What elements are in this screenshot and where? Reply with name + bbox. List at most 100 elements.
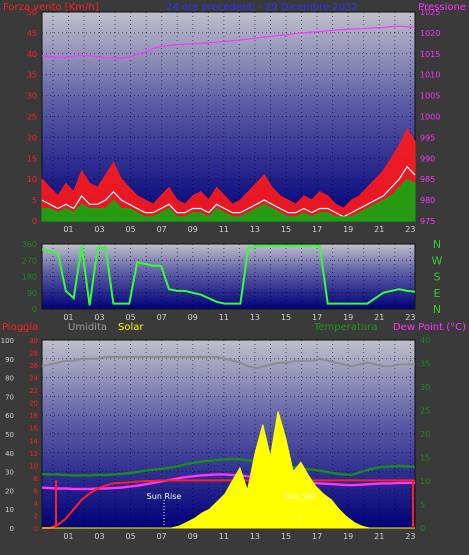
pressure-y-tick: 995 bbox=[420, 133, 435, 142]
humidity-y-tick: 90 bbox=[5, 356, 14, 364]
x-tick-label: 15 bbox=[281, 532, 291, 541]
rain-y-tick: 4 bbox=[34, 500, 39, 508]
rain-y-tick: 24 bbox=[29, 375, 38, 383]
pressure-y-tick: 1020 bbox=[420, 29, 440, 38]
data-series bbox=[41, 25, 416, 529]
x-tick-label: 09 bbox=[188, 313, 198, 322]
x-tick-label: 03 bbox=[94, 225, 104, 234]
date-title: 24 ore precedenti - 29 Dicembre 2022 bbox=[166, 2, 358, 13]
x-tick-label: 15 bbox=[281, 313, 291, 322]
humidity-y-tick: 30 bbox=[5, 469, 14, 477]
series-wind-direction bbox=[41, 244, 416, 306]
temperature-y-tick: 30 bbox=[420, 383, 430, 392]
x-tick-label: 13 bbox=[250, 532, 260, 541]
pressure-y-tick: 1025 bbox=[420, 8, 440, 17]
wind-title: Forza vento [Km/h] bbox=[3, 2, 99, 13]
x-tick-label: 11 bbox=[219, 532, 229, 541]
humidity-y-tick: 80 bbox=[5, 375, 14, 383]
x-tick-label: 23 bbox=[405, 532, 415, 541]
x-tick-label: 15 bbox=[281, 225, 291, 234]
x-tick-label: 21 bbox=[374, 313, 384, 322]
pressure-y-tick: 1005 bbox=[420, 92, 440, 101]
dewpoint-legend: Dew Point (°C) bbox=[393, 322, 466, 333]
series-temperatura bbox=[41, 457, 416, 477]
wind-y-tick: 40 bbox=[27, 50, 37, 59]
direction-y-tick: 90 bbox=[27, 289, 37, 298]
rain-y-tick: 0 bbox=[34, 525, 38, 533]
x-tick-label: 23 bbox=[405, 225, 415, 234]
x-tick-label: 07 bbox=[157, 313, 167, 322]
temperature-y-tick: 35 bbox=[420, 360, 430, 369]
temperature-y-tick: 15 bbox=[420, 454, 430, 463]
x-tick-label: 11 bbox=[219, 225, 229, 234]
temperature-y-tick: 40 bbox=[420, 336, 430, 345]
pressure-title: Pressione bbox=[418, 2, 466, 13]
wind-y-tick: 5 bbox=[32, 196, 37, 205]
rain-y-tick: 16 bbox=[29, 425, 38, 433]
series-velocit-media bbox=[41, 165, 416, 218]
compass-label: E bbox=[434, 287, 441, 300]
humidity-y-tick: 60 bbox=[5, 412, 14, 420]
pressure-y-tick: 1010 bbox=[420, 71, 440, 80]
wind-y-tick: 25 bbox=[27, 113, 37, 122]
x-tick-label: 01 bbox=[63, 313, 73, 322]
rain-y-tick: 14 bbox=[29, 437, 38, 445]
pressure-y-tick: 1015 bbox=[420, 50, 440, 59]
temperature-y-tick: 5 bbox=[420, 501, 425, 510]
pressure-y-tick: 975 bbox=[420, 217, 435, 226]
x-tick-label: 01 bbox=[63, 225, 73, 234]
temperature-y-tick: 0 bbox=[420, 524, 425, 533]
humidity-y-tick: 10 bbox=[5, 506, 14, 514]
temperature-y-tick: 20 bbox=[420, 430, 430, 439]
humidity-y-tick: 40 bbox=[5, 450, 14, 458]
rain-y-tick: 6 bbox=[34, 487, 39, 495]
series-pressione bbox=[41, 25, 416, 59]
series-raffica bbox=[41, 127, 416, 222]
compass-label: N bbox=[433, 303, 441, 316]
x-tick-label: 19 bbox=[343, 225, 353, 234]
x-tick-label: 13 bbox=[250, 313, 260, 322]
series-dew-point-c- bbox=[41, 473, 415, 491]
x-tick-label: 19 bbox=[343, 532, 353, 541]
x-tick-label: 17 bbox=[312, 225, 322, 234]
wind-y-tick: 15 bbox=[27, 154, 37, 163]
x-tick-label: 03 bbox=[94, 532, 104, 541]
direction-plot-area bbox=[41, 243, 416, 310]
x-tick-label: 05 bbox=[125, 313, 135, 322]
wind-y-tick: 10 bbox=[27, 175, 37, 184]
humidity-y-tick: 0 bbox=[10, 525, 14, 533]
wind-y-tick: 30 bbox=[27, 92, 37, 101]
pressure-y-tick: 980 bbox=[420, 196, 435, 205]
wind-y-tick: 0 bbox=[32, 217, 37, 226]
rain-y-tick: 8 bbox=[34, 475, 38, 483]
series-vento bbox=[41, 178, 416, 222]
rain-y-tick: 26 bbox=[29, 362, 38, 370]
rain-y-tick: 28 bbox=[29, 350, 38, 358]
x-tick-label: 07 bbox=[157, 225, 167, 234]
rain-y-tick: 2 bbox=[34, 512, 38, 520]
x-tick-label: 17 bbox=[312, 313, 322, 322]
humidity-y-tick: 20 bbox=[5, 487, 14, 495]
solar-legend: Solar bbox=[118, 322, 144, 333]
pressure-y-tick: 985 bbox=[420, 175, 435, 184]
direction-y-tick: 360 bbox=[22, 240, 37, 249]
rain-y-tick: 20 bbox=[29, 400, 38, 408]
x-tick-label: 13 bbox=[250, 225, 260, 234]
humidity-legend: Umidita bbox=[68, 322, 107, 333]
direction-y-tick: 270 bbox=[22, 256, 37, 265]
pressure-y-tick: 990 bbox=[420, 154, 435, 163]
compass-label: S bbox=[434, 271, 441, 284]
humidity-y-tick: 50 bbox=[5, 431, 14, 439]
series-solar bbox=[42, 411, 415, 529]
x-tick-label: 05 bbox=[125, 532, 135, 541]
wind-y-tick: 50 bbox=[27, 8, 37, 17]
x-tick-label: 03 bbox=[94, 313, 104, 322]
x-tick-label: 21 bbox=[374, 225, 384, 234]
x-tick-label: 05 bbox=[125, 225, 135, 234]
wind-y-tick: 20 bbox=[27, 133, 37, 142]
direction-y-tick: 0 bbox=[32, 305, 37, 314]
humidity-y-tick: 100 bbox=[1, 337, 14, 345]
